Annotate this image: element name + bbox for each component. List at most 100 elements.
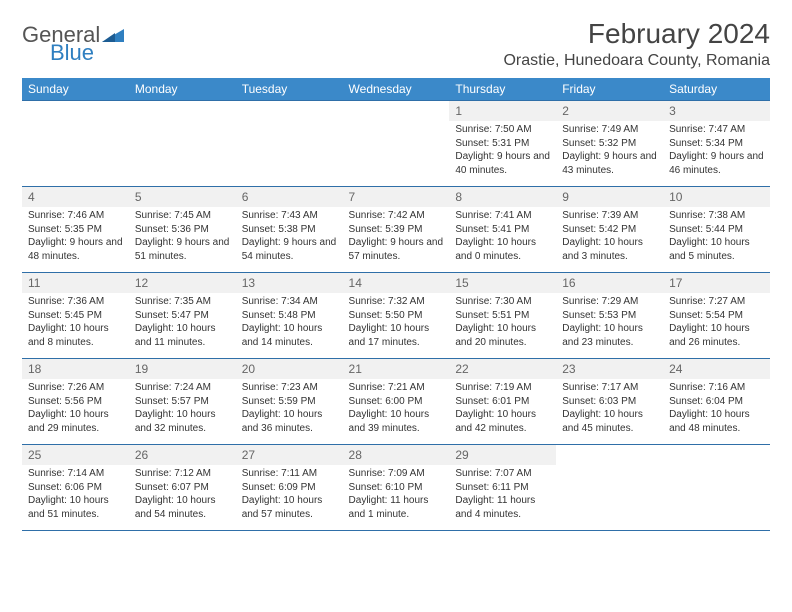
calendar-cell: 4Sunrise: 7:46 AMSunset: 5:35 PMDaylight… bbox=[22, 187, 129, 273]
day-number: 27 bbox=[236, 445, 343, 465]
day-info: Sunrise: 7:50 AMSunset: 5:31 PMDaylight:… bbox=[455, 123, 550, 177]
calendar-cell: 14Sunrise: 7:32 AMSunset: 5:50 PMDayligh… bbox=[343, 273, 450, 359]
day-number: 8 bbox=[449, 187, 556, 207]
day-info: Sunrise: 7:49 AMSunset: 5:32 PMDaylight:… bbox=[562, 123, 657, 177]
day-info: Sunrise: 7:41 AMSunset: 5:41 PMDaylight:… bbox=[455, 209, 550, 263]
day-info: Sunrise: 7:29 AMSunset: 5:53 PMDaylight:… bbox=[562, 295, 657, 349]
day-info: Sunrise: 7:39 AMSunset: 5:42 PMDaylight:… bbox=[562, 209, 657, 263]
calendar-cell: 19Sunrise: 7:24 AMSunset: 5:57 PMDayligh… bbox=[129, 359, 236, 445]
day-info: Sunrise: 7:32 AMSunset: 5:50 PMDaylight:… bbox=[349, 295, 444, 349]
day-number: 28 bbox=[343, 445, 450, 465]
day-info: Sunrise: 7:45 AMSunset: 5:36 PMDaylight:… bbox=[135, 209, 230, 263]
day-info: Sunrise: 7:46 AMSunset: 5:35 PMDaylight:… bbox=[28, 209, 123, 263]
day-info: Sunrise: 7:07 AMSunset: 6:11 PMDaylight:… bbox=[455, 467, 550, 521]
weekday-header: Saturday bbox=[663, 78, 770, 101]
weekday-header: Friday bbox=[556, 78, 663, 101]
day-info: Sunrise: 7:12 AMSunset: 6:07 PMDaylight:… bbox=[135, 467, 230, 521]
day-number: 10 bbox=[663, 187, 770, 207]
day-info: Sunrise: 7:36 AMSunset: 5:45 PMDaylight:… bbox=[28, 295, 123, 349]
calendar-cell bbox=[343, 101, 450, 187]
header: GeneralBlue February 2024 Orastie, Huned… bbox=[22, 18, 770, 70]
calendar-cell bbox=[556, 445, 663, 531]
weekday-header: Sunday bbox=[22, 78, 129, 101]
calendar-cell: 28Sunrise: 7:09 AMSunset: 6:10 PMDayligh… bbox=[343, 445, 450, 531]
day-number: 16 bbox=[556, 273, 663, 293]
calendar-cell: 23Sunrise: 7:17 AMSunset: 6:03 PMDayligh… bbox=[556, 359, 663, 445]
day-number: 9 bbox=[556, 187, 663, 207]
calendar-cell: 13Sunrise: 7:34 AMSunset: 5:48 PMDayligh… bbox=[236, 273, 343, 359]
day-info: Sunrise: 7:38 AMSunset: 5:44 PMDaylight:… bbox=[669, 209, 764, 263]
weekday-header: Wednesday bbox=[343, 78, 450, 101]
calendar-cell: 24Sunrise: 7:16 AMSunset: 6:04 PMDayligh… bbox=[663, 359, 770, 445]
day-number: 7 bbox=[343, 187, 450, 207]
calendar-cell: 6Sunrise: 7:43 AMSunset: 5:38 PMDaylight… bbox=[236, 187, 343, 273]
day-number: 21 bbox=[343, 359, 450, 379]
calendar-cell: 25Sunrise: 7:14 AMSunset: 6:06 PMDayligh… bbox=[22, 445, 129, 531]
day-number: 13 bbox=[236, 273, 343, 293]
calendar-cell: 11Sunrise: 7:36 AMSunset: 5:45 PMDayligh… bbox=[22, 273, 129, 359]
title-block: February 2024 Orastie, Hunedoara County,… bbox=[503, 18, 770, 70]
day-info: Sunrise: 7:17 AMSunset: 6:03 PMDaylight:… bbox=[562, 381, 657, 435]
calendar-cell: 5Sunrise: 7:45 AMSunset: 5:36 PMDaylight… bbox=[129, 187, 236, 273]
weekday-header: Tuesday bbox=[236, 78, 343, 101]
day-number: 26 bbox=[129, 445, 236, 465]
location: Orastie, Hunedoara County, Romania bbox=[503, 52, 770, 70]
day-info: Sunrise: 7:30 AMSunset: 5:51 PMDaylight:… bbox=[455, 295, 550, 349]
day-info: Sunrise: 7:47 AMSunset: 5:34 PMDaylight:… bbox=[669, 123, 764, 177]
calendar-cell bbox=[129, 101, 236, 187]
calendar-cell: 2Sunrise: 7:49 AMSunset: 5:32 PMDaylight… bbox=[556, 101, 663, 187]
calendar-cell: 26Sunrise: 7:12 AMSunset: 6:07 PMDayligh… bbox=[129, 445, 236, 531]
day-number: 23 bbox=[556, 359, 663, 379]
calendar-cell: 7Sunrise: 7:42 AMSunset: 5:39 PMDaylight… bbox=[343, 187, 450, 273]
weekday-header: Monday bbox=[129, 78, 236, 101]
day-number: 4 bbox=[22, 187, 129, 207]
calendar-cell: 12Sunrise: 7:35 AMSunset: 5:47 PMDayligh… bbox=[129, 273, 236, 359]
day-number: 18 bbox=[22, 359, 129, 379]
logo-text-blue: Blue bbox=[50, 42, 124, 64]
calendar-table: SundayMondayTuesdayWednesdayThursdayFrid… bbox=[22, 78, 770, 531]
weekday-header: Thursday bbox=[449, 78, 556, 101]
day-info: Sunrise: 7:35 AMSunset: 5:47 PMDaylight:… bbox=[135, 295, 230, 349]
day-number: 3 bbox=[663, 101, 770, 121]
day-info: Sunrise: 7:19 AMSunset: 6:01 PMDaylight:… bbox=[455, 381, 550, 435]
day-number: 11 bbox=[22, 273, 129, 293]
day-number: 25 bbox=[22, 445, 129, 465]
calendar-cell: 22Sunrise: 7:19 AMSunset: 6:01 PMDayligh… bbox=[449, 359, 556, 445]
month-title: February 2024 bbox=[503, 18, 770, 50]
calendar-cell bbox=[236, 101, 343, 187]
day-number: 6 bbox=[236, 187, 343, 207]
day-info: Sunrise: 7:24 AMSunset: 5:57 PMDaylight:… bbox=[135, 381, 230, 435]
day-info: Sunrise: 7:34 AMSunset: 5:48 PMDaylight:… bbox=[242, 295, 337, 349]
calendar-cell: 15Sunrise: 7:30 AMSunset: 5:51 PMDayligh… bbox=[449, 273, 556, 359]
day-info: Sunrise: 7:26 AMSunset: 5:56 PMDaylight:… bbox=[28, 381, 123, 435]
day-number: 20 bbox=[236, 359, 343, 379]
calendar-cell: 29Sunrise: 7:07 AMSunset: 6:11 PMDayligh… bbox=[449, 445, 556, 531]
day-number: 17 bbox=[663, 273, 770, 293]
day-info: Sunrise: 7:43 AMSunset: 5:38 PMDaylight:… bbox=[242, 209, 337, 263]
calendar-cell: 1Sunrise: 7:50 AMSunset: 5:31 PMDaylight… bbox=[449, 101, 556, 187]
calendar-cell: 17Sunrise: 7:27 AMSunset: 5:54 PMDayligh… bbox=[663, 273, 770, 359]
day-info: Sunrise: 7:27 AMSunset: 5:54 PMDaylight:… bbox=[669, 295, 764, 349]
calendar-cell: 18Sunrise: 7:26 AMSunset: 5:56 PMDayligh… bbox=[22, 359, 129, 445]
day-number: 19 bbox=[129, 359, 236, 379]
calendar-cell: 9Sunrise: 7:39 AMSunset: 5:42 PMDaylight… bbox=[556, 187, 663, 273]
day-number: 15 bbox=[449, 273, 556, 293]
calendar-cell: 20Sunrise: 7:23 AMSunset: 5:59 PMDayligh… bbox=[236, 359, 343, 445]
day-info: Sunrise: 7:11 AMSunset: 6:09 PMDaylight:… bbox=[242, 467, 337, 521]
day-info: Sunrise: 7:42 AMSunset: 5:39 PMDaylight:… bbox=[349, 209, 444, 263]
calendar-cell: 8Sunrise: 7:41 AMSunset: 5:41 PMDaylight… bbox=[449, 187, 556, 273]
day-info: Sunrise: 7:23 AMSunset: 5:59 PMDaylight:… bbox=[242, 381, 337, 435]
calendar-cell: 10Sunrise: 7:38 AMSunset: 5:44 PMDayligh… bbox=[663, 187, 770, 273]
day-info: Sunrise: 7:21 AMSunset: 6:00 PMDaylight:… bbox=[349, 381, 444, 435]
day-info: Sunrise: 7:16 AMSunset: 6:04 PMDaylight:… bbox=[669, 381, 764, 435]
day-number: 5 bbox=[129, 187, 236, 207]
day-number: 24 bbox=[663, 359, 770, 379]
day-info: Sunrise: 7:14 AMSunset: 6:06 PMDaylight:… bbox=[28, 467, 123, 521]
day-number: 2 bbox=[556, 101, 663, 121]
day-number: 1 bbox=[449, 101, 556, 121]
day-number: 12 bbox=[129, 273, 236, 293]
calendar-cell bbox=[663, 445, 770, 531]
day-number: 29 bbox=[449, 445, 556, 465]
calendar-cell: 16Sunrise: 7:29 AMSunset: 5:53 PMDayligh… bbox=[556, 273, 663, 359]
day-info: Sunrise: 7:09 AMSunset: 6:10 PMDaylight:… bbox=[349, 467, 444, 521]
